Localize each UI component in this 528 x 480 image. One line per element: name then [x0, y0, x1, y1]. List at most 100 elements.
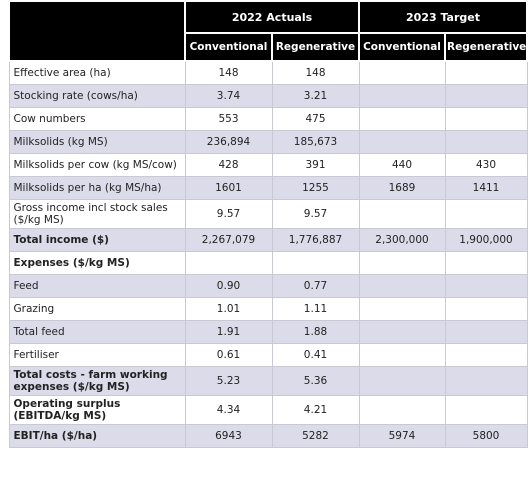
row-label: Gross income incl stock sales ($/kg MS) [8, 199, 186, 229]
row-label: Stocking rate (cows/ha) [8, 84, 186, 108]
value-cell: 148 [271, 60, 360, 85]
table-row: Total income ($) 2,267,079 1,776,887 2,300,… [8, 228, 528, 252]
value-cell: 185,673 [271, 130, 360, 154]
value-cell [358, 395, 446, 425]
value-cell: 2,267,079 [184, 228, 273, 252]
value-cell [358, 320, 446, 344]
value-cell: 440 [358, 153, 446, 177]
value-cell [444, 274, 528, 298]
row-label: Milksolids (kg MS) [8, 130, 186, 154]
value-cell: 6943 [184, 424, 273, 448]
value-cell [184, 251, 273, 275]
value-cell: 430 [444, 153, 528, 177]
value-cell: 0.90 [184, 274, 273, 298]
value-cell: 1,776,887 [271, 228, 360, 252]
value-cell [444, 84, 528, 108]
table-row: Total costs - farm working expenses ($/k… [8, 366, 528, 396]
row-label: Milksolids per cow (kg MS/cow) [8, 153, 186, 177]
value-cell: 3.74 [184, 84, 273, 108]
table-row: Grazing 1.01 1.11 [8, 297, 528, 321]
value-cell: 1.88 [271, 320, 360, 344]
value-cell: 391 [271, 153, 360, 177]
table-row: Effective area (ha) 148 148 [8, 60, 528, 85]
table-row: Feed 0.90 0.77 [8, 274, 528, 298]
value-cell: 5800 [444, 424, 528, 448]
table-row: Milksolids (kg MS) 236,894 185,673 [8, 130, 528, 154]
value-cell: 4.34 [184, 395, 273, 425]
group-header: 2022 Actuals [184, 2, 360, 34]
results-table: 2022 Actuals 2023 Target Conventional Reg… [8, 2, 528, 448]
value-cell: 236,894 [184, 130, 273, 154]
value-cell [358, 199, 446, 229]
value-cell [444, 366, 528, 396]
value-cell: 5.36 [271, 366, 360, 396]
value-cell: 0.61 [184, 343, 273, 367]
value-cell [358, 274, 446, 298]
value-cell: 5.23 [184, 366, 273, 396]
corner-cell [8, 2, 186, 62]
value-cell: 5974 [358, 424, 446, 448]
value-cell [444, 107, 528, 131]
group-header: 2023 Target [357, 2, 528, 34]
column-header: Regenerative [271, 33, 360, 62]
value-cell [444, 251, 528, 275]
value-cell: 1,900,000 [444, 228, 528, 252]
column-header: Conventional [358, 33, 446, 62]
value-cell [444, 297, 528, 321]
row-label: Grazing [8, 297, 186, 321]
value-cell [271, 251, 360, 275]
row-label: Expenses ($/kg MS) [8, 251, 186, 275]
value-cell: 4.21 [271, 395, 360, 425]
value-cell: 2,300,000 [358, 228, 446, 252]
table-row: Cow numbers 553 475 [8, 107, 528, 131]
column-header: Regenerative [443, 33, 528, 62]
value-cell: 1.91 [184, 320, 273, 344]
value-cell: 475 [271, 107, 360, 131]
table-body: Effective area (ha) 148 148 Stocking rate (… [8, 60, 528, 448]
value-cell [358, 343, 446, 367]
row-label: EBIT/ha ($/ha) [8, 424, 186, 448]
value-cell [444, 320, 528, 344]
row-label: Total income ($) [8, 228, 186, 252]
value-cell: 1255 [271, 176, 360, 200]
table-row: Stocking rate (cows/ha) 3.74 3.21 [8, 84, 528, 108]
table-row: Expenses ($/kg MS) [8, 251, 528, 275]
table-row: Gross income incl stock sales ($/kg MS) 9… [8, 199, 528, 229]
row-label: Effective area (ha) [8, 60, 186, 85]
row-label: Total feed [8, 320, 186, 344]
table-row: Operating surplus (EBITDA/kg MS) 4.34 4.21 [8, 395, 528, 425]
value-cell: 9.57 [271, 199, 360, 229]
value-cell [444, 130, 528, 154]
row-label: Feed [8, 274, 186, 298]
value-cell [358, 130, 446, 154]
value-cell: 3.21 [271, 84, 360, 108]
row-label: Milksolids per ha (kg MS/ha) [8, 176, 186, 200]
table-header: 2022 Actuals 2023 Target Conventional Reg… [8, 2, 528, 62]
value-cell: 1689 [358, 176, 446, 200]
row-label: Operating surplus (EBITDA/kg MS) [8, 395, 186, 425]
value-cell [444, 395, 528, 425]
value-cell [444, 343, 528, 367]
value-cell: 148 [184, 60, 273, 85]
value-cell: 1601 [184, 176, 273, 200]
value-cell: 553 [184, 107, 273, 131]
table-row: Milksolids per ha (kg MS/ha) 1601 1255 1689… [8, 176, 528, 200]
column-header-row: Conventional Regenerative Conventional Rege… [9, 33, 528, 62]
row-label: Cow numbers [8, 107, 186, 131]
value-cell [358, 297, 446, 321]
row-label: Fertiliser [8, 343, 186, 367]
value-cell: 1.01 [184, 297, 273, 321]
table-row: Total feed 1.91 1.88 [8, 320, 528, 344]
value-cell [358, 107, 446, 131]
table-row: Fertiliser 0.61 0.41 [8, 343, 528, 367]
value-cell [358, 251, 446, 275]
value-cell: 5282 [271, 424, 360, 448]
value-cell: 9.57 [184, 199, 273, 229]
value-cell: 1.11 [271, 297, 360, 321]
value-cell [444, 60, 528, 85]
value-cell: 0.41 [271, 343, 360, 367]
column-header: Conventional [184, 33, 273, 62]
value-cell [358, 84, 446, 108]
value-cell: 428 [184, 153, 273, 177]
